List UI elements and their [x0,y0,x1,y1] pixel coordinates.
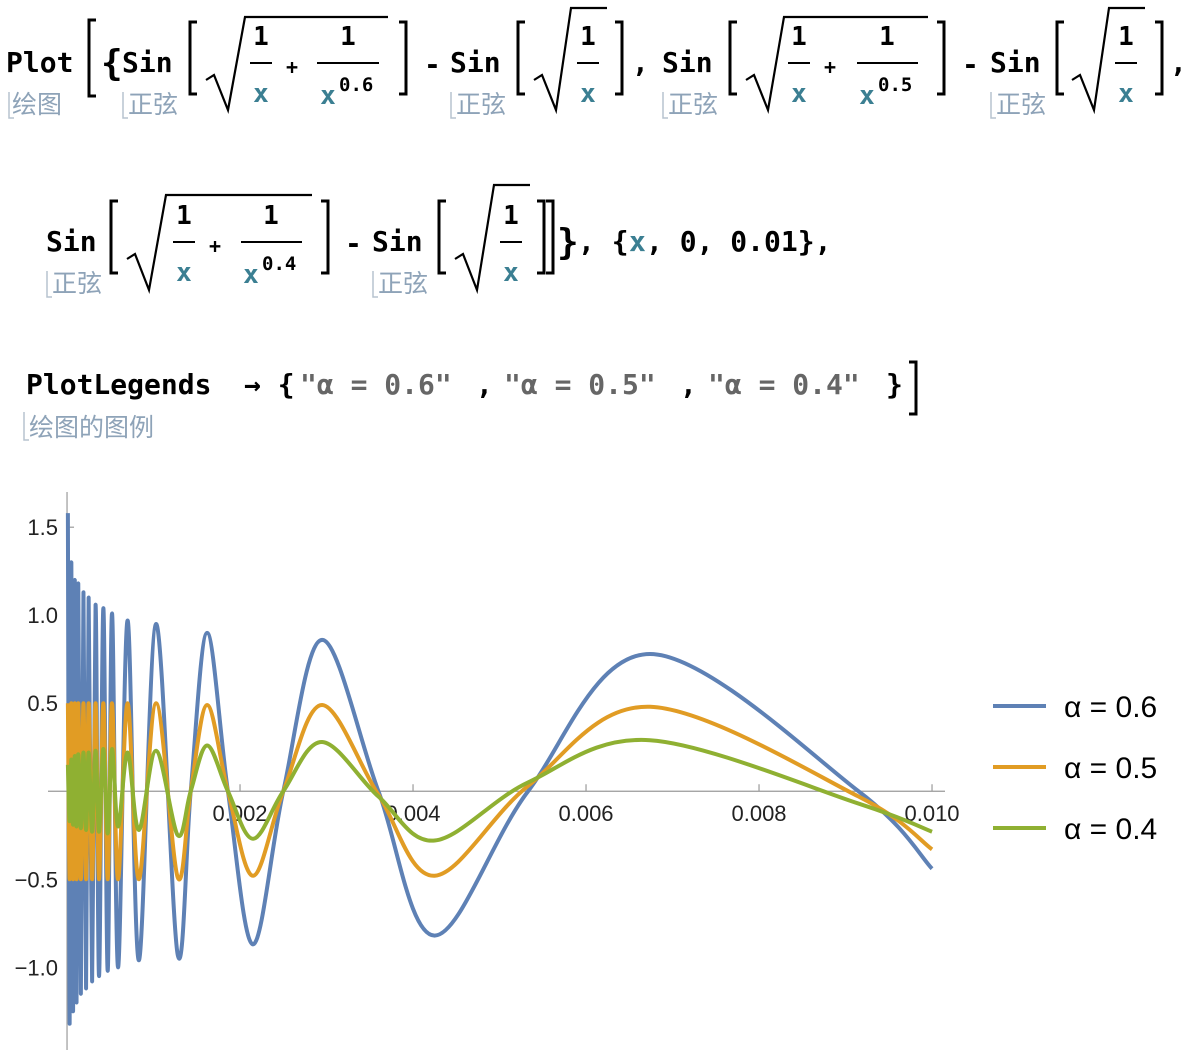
y-tick-label: 1.5 [27,515,58,540]
code-token: 0.5 [878,74,912,96]
code-token: x [320,81,336,111]
x-tick-label: 0.008 [731,801,786,826]
code-token: 1 [879,22,895,52]
code-token: 1 [263,201,279,231]
code-hint: 正弦 [668,90,718,119]
code-token: x [243,260,259,290]
code-token: x [253,79,269,109]
code-token: x [791,79,807,109]
code-token: x [629,225,646,258]
code-token: - [962,48,979,81]
code-token: - [345,227,362,260]
code-hint: 绘图的图例 [29,413,154,442]
code-token: x [859,81,875,111]
code-input: Plot 绘图 { Sin 正弦 1 x + 1 x 0.6 - Sin 正弦 … [6,6,1187,442]
y-tick-label: 1.0 [27,603,58,628]
code-token: x [580,79,596,109]
code-token: 0.4 [262,253,296,275]
code-token: x [176,258,192,288]
code-token: + [824,55,836,79]
code-token: } [886,368,903,401]
code-token: , [1170,46,1187,79]
code-token: PlotLegends [26,368,211,401]
code-token: { [101,43,123,84]
code-token: 1 [503,201,519,231]
code-hint: 正弦 [128,90,178,119]
code-token: } [557,222,579,263]
y-tick-label: −1.0 [15,955,58,980]
code-token: + [209,234,221,258]
code-hint: 正弦 [52,269,102,298]
code-string: "α = 0.5" [504,368,656,401]
code-token: , 0, 0.01}, [646,225,831,258]
code-token: Sin [122,46,173,79]
legend-label: α = 0.4 [1064,813,1157,846]
code-token: Sin [990,46,1041,79]
code-token: - [424,48,441,81]
code-token: 1 [791,22,807,52]
code-token: 1 [253,22,269,52]
code-string: "α = 0.4" [708,368,860,401]
code-token: , [680,368,697,401]
code-token: Sin [662,46,713,79]
code-token: + [286,55,298,79]
code-token: 1 [176,201,192,231]
code-token: , { [578,225,629,258]
code-token: x [503,258,519,288]
code-token: , [632,46,649,79]
code-token: 1 [1118,22,1134,52]
code-token: , [476,368,493,401]
code-hint: 正弦 [996,90,1046,119]
code-token: x [1118,79,1134,109]
code-string: "α = 0.6" [300,368,452,401]
code-hint: 正弦 [378,269,428,298]
code-token: 1 [340,22,356,52]
code-token: Plot [6,46,73,79]
plot: 0.002 0.004 0.006 0.008 0.010−1.0−0.50.51.01… [15,492,1157,1050]
series-line [65,737,933,843]
code-token: Sin [450,46,501,79]
code-token: 1 [580,22,596,52]
code-hint: 正弦 [456,90,506,119]
code-token: Sin [372,225,423,258]
legend-label: α = 0.6 [1064,691,1157,724]
code-hint: 绘图 [12,90,62,119]
code-token: → { [244,368,295,401]
x-tick-label: 0.006 [558,801,613,826]
code-token: 0.6 [339,74,373,96]
code-token: Sin [46,225,97,258]
y-tick-label: −0.5 [15,867,58,892]
legend-label: α = 0.5 [1064,752,1157,785]
y-tick-label: 0.5 [27,691,58,716]
